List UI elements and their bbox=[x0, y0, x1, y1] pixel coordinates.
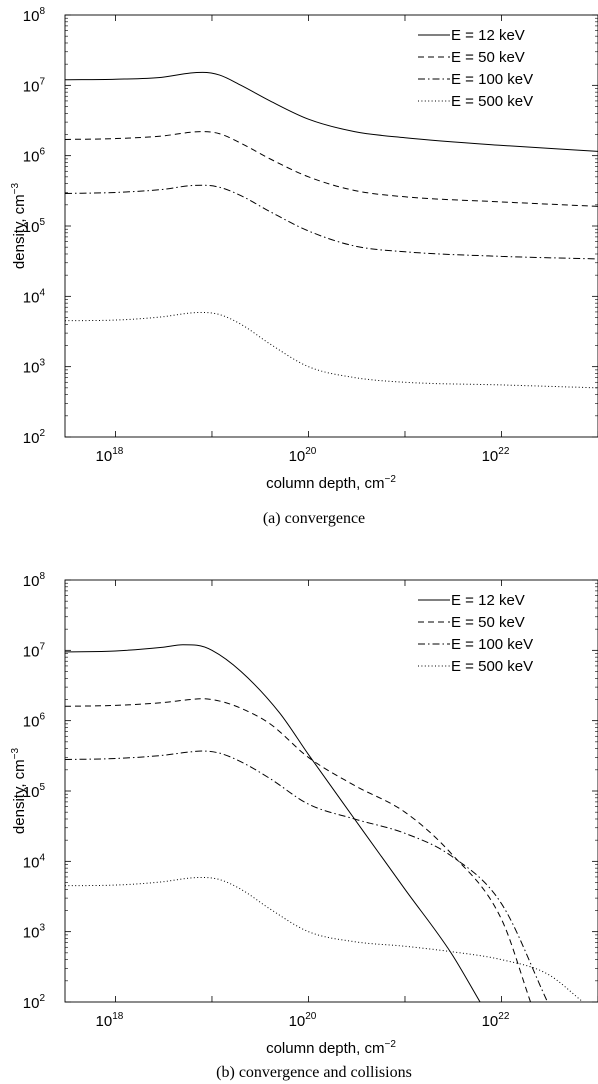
axis-ticks: 102 103 104 105 106 107 108 1018 1020 1022 bbox=[23, 571, 598, 1030]
y-axis-label: density, cm−3 bbox=[10, 747, 28, 834]
legend-entry: E = 50 keV bbox=[451, 614, 525, 631]
y-tick-label: 108 bbox=[23, 6, 46, 25]
x-tick-label: 1022 bbox=[482, 1011, 510, 1030]
chart-panel-a: 102 103 104 105 106 107 108 1018 1020 1022 E = 12… bbox=[10, 6, 598, 527]
legend-entry: E = 100 keV bbox=[451, 636, 533, 653]
series-line-e-100-kev bbox=[65, 184, 598, 260]
series-line-e-50-kev bbox=[65, 698, 532, 1002]
x-tick-label: 1018 bbox=[96, 1011, 124, 1030]
legend-entry: E = 50 keV bbox=[451, 49, 525, 66]
legend: E = 12 keV E = 50 keV E = 100 keV E = 500 k… bbox=[418, 27, 533, 110]
y-tick-label: 103 bbox=[23, 923, 46, 942]
figure-caption: (a) convergence bbox=[263, 510, 365, 527]
series-lines bbox=[65, 644, 584, 1002]
x-tick-label: 1018 bbox=[96, 446, 124, 465]
series-line-e-50-kev bbox=[65, 131, 598, 207]
y-axis-label: density, cm−3 bbox=[10, 182, 28, 269]
legend-entry: E = 500 keV bbox=[451, 93, 533, 110]
y-tick-label: 107 bbox=[23, 641, 46, 660]
legend-entry: E = 100 keV bbox=[451, 71, 533, 88]
y-tick-label: 102 bbox=[23, 993, 46, 1012]
chart-panel-b: 102 103 104 105 106 107 108 1018 1020 1022 E = 12… bbox=[10, 571, 598, 1081]
figure-caption: (b) convergence and collisions bbox=[216, 1064, 412, 1081]
y-tick-label: 103 bbox=[23, 358, 46, 377]
legend: E = 12 keV E = 50 keV E = 100 keV E = 500 k… bbox=[418, 592, 533, 675]
y-tick-label: 105 bbox=[23, 217, 46, 236]
legend-entry: E = 12 keV bbox=[451, 592, 525, 609]
y-tick-label: 105 bbox=[23, 782, 46, 801]
axis-ticks: 102 103 104 105 106 107 108 1018 1020 1022 bbox=[23, 6, 598, 465]
y-tick-label: 107 bbox=[23, 76, 46, 95]
x-axis-label: column depth, cm−2 bbox=[266, 1039, 396, 1057]
x-axis-label: column depth, cm−2 bbox=[266, 474, 396, 492]
series-line-e-100-kev bbox=[65, 750, 548, 1002]
x-tick-label: 1022 bbox=[482, 446, 510, 465]
y-tick-label: 106 bbox=[23, 712, 46, 731]
series-lines bbox=[65, 71, 598, 389]
y-tick-label: 104 bbox=[23, 852, 46, 871]
series-line-e-500-kev bbox=[65, 311, 598, 389]
series-line-e-12-kev bbox=[65, 71, 598, 152]
y-tick-label: 108 bbox=[23, 571, 46, 590]
x-tick-label: 1020 bbox=[289, 446, 317, 465]
series-line-e-500-kev bbox=[65, 876, 584, 1002]
y-tick-label: 102 bbox=[23, 428, 46, 447]
y-tick-label: 106 bbox=[23, 147, 46, 166]
x-tick-label: 1020 bbox=[289, 1011, 317, 1030]
y-tick-label: 104 bbox=[23, 287, 46, 306]
legend-entry: E = 500 keV bbox=[451, 658, 533, 675]
series-line-e-12-kev bbox=[65, 644, 481, 1002]
legend-entry: E = 12 keV bbox=[451, 27, 525, 44]
